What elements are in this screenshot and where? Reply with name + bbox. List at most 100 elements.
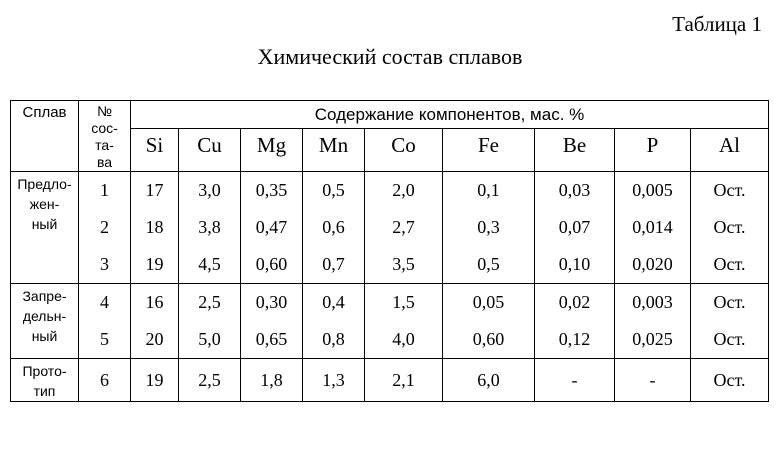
component-value: 19 bbox=[145, 369, 164, 390]
component-value: 0,65 bbox=[255, 329, 288, 349]
component-value-cell: 0,005 0,014 0,020 bbox=[614, 171, 691, 284]
component-value: 2,0 bbox=[392, 180, 415, 200]
component-value: 0,03 bbox=[558, 180, 591, 200]
composition-number-cell: 6 bbox=[78, 358, 131, 402]
alloy-name-line: ный bbox=[31, 328, 58, 344]
component-value: 0,003 bbox=[632, 292, 673, 312]
alloy-name-cell: Прото-тип bbox=[10, 358, 79, 402]
component-value: 0,7 bbox=[322, 254, 345, 274]
component-value: 0,5 bbox=[477, 254, 500, 274]
column-header-group: Содержание компонентов, мас. % bbox=[129, 100, 770, 129]
component-value: - bbox=[649, 369, 656, 390]
component-value: 17 bbox=[145, 180, 164, 200]
component-value: 1,5 bbox=[392, 292, 415, 312]
composition-number: 5 bbox=[100, 329, 109, 349]
component-value: 6,0 bbox=[477, 369, 500, 390]
component-value: 0,47 bbox=[255, 217, 288, 237]
component-header: Fe bbox=[442, 128, 535, 172]
component-value-cell: Ост. Ост. bbox=[689, 283, 770, 359]
component-header: Mg bbox=[240, 128, 303, 172]
alloy-name-cell: Запре-дельн-ный bbox=[10, 283, 79, 359]
component-value-cell: 0,05 0,60 bbox=[442, 283, 535, 359]
alloy-group-row: Прото-тип 6 19 2,5 1,8 1,3 2,1 6,0 - - Ост. bbox=[10, 358, 770, 402]
component-value: 2,1 bbox=[392, 369, 415, 390]
component-value: 0,014 bbox=[632, 217, 673, 237]
component-value-cell: 2,5 5,0 bbox=[178, 283, 241, 359]
component-value-cell: 1,3 bbox=[302, 358, 365, 402]
component-value: 0,6 bbox=[322, 217, 345, 237]
component-value-cell: 19 bbox=[130, 358, 179, 402]
component-value: 0,60 bbox=[255, 254, 288, 274]
table-caption: Таблица 1 bbox=[672, 12, 762, 36]
component-value-cell: Ост. Ост. Ост. bbox=[689, 171, 770, 284]
alloy-name-line: ный bbox=[31, 216, 58, 232]
component-value: 0,02 bbox=[558, 292, 591, 312]
component-value-cell: 1,5 4,0 bbox=[364, 283, 443, 359]
component-value: 3,0 bbox=[198, 180, 221, 200]
column-header-number-line: № bbox=[96, 103, 113, 119]
component-value: 0,35 bbox=[255, 180, 288, 200]
component-header: Co bbox=[364, 128, 443, 172]
component-value: Ост. bbox=[713, 180, 746, 200]
component-value: - bbox=[571, 369, 578, 390]
component-value-cell: Ост. bbox=[689, 358, 770, 402]
column-header-number-line: сос- bbox=[91, 120, 118, 136]
component-value: 2,5 bbox=[198, 369, 221, 390]
component-value: Ост. bbox=[713, 254, 746, 274]
component-value-cell: 1,8 bbox=[240, 358, 303, 402]
component-value-cell: 17 18 19 bbox=[130, 171, 179, 284]
alloy-name-line: Предло- bbox=[17, 176, 72, 192]
alloy-group-row: Запре-дельн-ный 4 5 16 20 2,5 5,0 0,30 0,65 0,4 0,… bbox=[10, 283, 770, 359]
component-value-cell: 0,4 0,8 bbox=[302, 283, 365, 359]
component-value: 0,30 bbox=[255, 292, 288, 312]
component-header: Cu bbox=[178, 128, 241, 172]
composition-number: 4 bbox=[100, 292, 109, 312]
alloy-name-line: жен- bbox=[29, 196, 60, 212]
component-header: Be bbox=[534, 128, 615, 172]
component-value: 18 bbox=[145, 217, 164, 237]
component-value: Ост. bbox=[713, 329, 746, 349]
alloy-name-line: Запре- bbox=[22, 288, 67, 304]
component-value: 1,3 bbox=[322, 369, 345, 390]
composition-number-cell: 1 2 3 bbox=[78, 171, 131, 284]
component-value-cell: - bbox=[614, 358, 691, 402]
component-value-cell: 16 20 bbox=[130, 283, 179, 359]
alloy-name-cell: Предло-жен-ный bbox=[10, 171, 79, 284]
component-value: Ост. bbox=[713, 292, 746, 312]
component-value: 2,7 bbox=[392, 217, 415, 237]
component-value: 0,07 bbox=[558, 217, 591, 237]
alloy-name-line: тип bbox=[33, 383, 56, 399]
component-value: 2,5 bbox=[198, 292, 221, 312]
component-value: 0,025 bbox=[632, 329, 673, 349]
component-value-cell: 3,0 3,8 4,5 bbox=[178, 171, 241, 284]
column-header-number: № сос- та- ва bbox=[78, 100, 131, 172]
component-value: 0,10 bbox=[558, 254, 591, 274]
component-header: P bbox=[614, 128, 691, 172]
component-value: 3,5 bbox=[392, 254, 415, 274]
table-title: Химический состав сплавов bbox=[257, 44, 523, 69]
composition-number: 3 bbox=[100, 254, 109, 274]
header-row-components: Si Cu Mg Mn Co Fe Be P Al bbox=[11, 128, 770, 172]
component-value-cell: - bbox=[534, 358, 615, 402]
component-value: 0,005 bbox=[632, 180, 673, 200]
component-value-cell: 0,03 0,07 0,10 bbox=[534, 171, 615, 284]
composition-number: 1 bbox=[100, 180, 109, 200]
component-value-cell: 6,0 bbox=[442, 358, 535, 402]
alloy-name-line: Прото- bbox=[22, 363, 67, 379]
component-value: 0,5 bbox=[322, 180, 345, 200]
component-value-cell: 0,003 0,025 bbox=[614, 283, 691, 359]
component-value-cell: 2,1 bbox=[364, 358, 443, 402]
component-value: 4,0 bbox=[392, 329, 415, 349]
component-header: Mn bbox=[302, 128, 365, 172]
component-value: 0,1 bbox=[477, 180, 500, 200]
composition-number: 6 bbox=[100, 369, 109, 390]
component-value: 0,05 bbox=[472, 292, 505, 312]
component-value: 0,4 bbox=[322, 292, 345, 312]
component-value: 3,8 bbox=[198, 217, 221, 237]
component-value: 0,3 bbox=[477, 217, 500, 237]
component-value-cell: 0,02 0,12 bbox=[534, 283, 615, 359]
component-value-cell: 0,5 0,6 0,7 bbox=[302, 171, 365, 284]
component-value: 19 bbox=[145, 254, 164, 274]
component-value: Ост. bbox=[713, 369, 746, 390]
